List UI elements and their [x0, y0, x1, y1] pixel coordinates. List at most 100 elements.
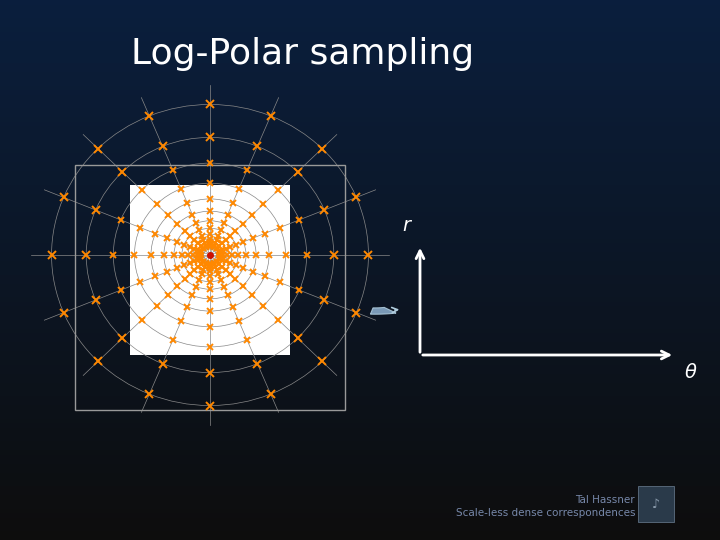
- Bar: [0, 390, 720, 396]
- Polygon shape: [371, 307, 396, 314]
- Bar: [0, 292, 720, 297]
- Bar: [0, 404, 720, 409]
- Bar: [0, 359, 720, 364]
- Bar: [130, 185, 290, 355]
- Bar: [0, 305, 720, 310]
- Bar: [0, 120, 720, 126]
- Bar: [0, 22, 720, 27]
- Bar: [0, 215, 720, 220]
- Bar: [0, 269, 720, 274]
- Bar: [0, 103, 720, 108]
- Bar: [0, 368, 720, 374]
- Bar: [0, 462, 720, 468]
- Bar: [0, 107, 720, 112]
- Bar: [0, 251, 720, 256]
- Bar: [0, 147, 720, 153]
- Bar: [0, 435, 720, 441]
- Bar: [0, 26, 720, 31]
- Bar: [0, 287, 720, 293]
- Bar: [0, 265, 720, 270]
- Bar: [0, 125, 720, 131]
- Bar: [0, 300, 720, 306]
- Bar: [0, 530, 720, 536]
- Bar: [0, 57, 720, 63]
- Bar: [75, 165, 345, 410]
- Bar: [0, 314, 720, 320]
- Bar: [0, 444, 720, 450]
- Bar: [0, 66, 720, 72]
- Bar: [0, 381, 720, 387]
- Bar: [0, 179, 720, 185]
- Bar: [0, 395, 720, 401]
- Bar: [0, 440, 720, 445]
- Bar: [0, 458, 720, 463]
- Bar: [0, 485, 720, 490]
- Bar: [0, 143, 720, 148]
- Bar: [0, 17, 720, 23]
- Bar: [0, 197, 720, 202]
- Bar: [0, 89, 720, 94]
- Text: Log-Polar sampling: Log-Polar sampling: [131, 37, 474, 71]
- Bar: [0, 30, 720, 36]
- Bar: [0, 332, 720, 338]
- Bar: [0, 512, 720, 517]
- Bar: [0, 165, 720, 171]
- Bar: [0, 489, 720, 495]
- Bar: [0, 238, 720, 243]
- Bar: [0, 413, 720, 418]
- Bar: [0, 386, 720, 391]
- Bar: [0, 282, 720, 288]
- Bar: [0, 228, 720, 234]
- Bar: [0, 467, 720, 472]
- Bar: [0, 273, 720, 279]
- Bar: [0, 157, 720, 162]
- Bar: [0, 170, 720, 176]
- Bar: [0, 152, 720, 158]
- Bar: [0, 233, 720, 239]
- Bar: [0, 188, 720, 193]
- Bar: [0, 255, 720, 261]
- Bar: [0, 373, 720, 378]
- Text: Tal Hassner: Tal Hassner: [575, 495, 635, 505]
- Text: r: r: [402, 216, 410, 235]
- Bar: [0, 130, 720, 135]
- Bar: [0, 116, 720, 122]
- Bar: [0, 184, 720, 189]
- Bar: [0, 481, 720, 486]
- Bar: [0, 417, 720, 423]
- Bar: [0, 246, 720, 252]
- Bar: [0, 242, 720, 247]
- Bar: [0, 431, 720, 436]
- Bar: [0, 327, 720, 333]
- Bar: [0, 494, 720, 500]
- Bar: [0, 201, 720, 207]
- Bar: [0, 476, 720, 482]
- Bar: [0, 323, 720, 328]
- Bar: [0, 211, 720, 216]
- Bar: [0, 260, 720, 266]
- Bar: [0, 219, 720, 225]
- Text: Scale-less dense correspondences: Scale-less dense correspondences: [456, 508, 635, 518]
- Bar: [0, 8, 720, 14]
- Bar: [0, 93, 720, 99]
- Bar: [0, 363, 720, 369]
- Bar: [0, 454, 720, 459]
- Bar: [0, 111, 720, 117]
- Bar: [0, 49, 720, 54]
- Bar: [0, 319, 720, 324]
- Bar: [0, 449, 720, 455]
- Bar: [0, 471, 720, 477]
- Bar: [0, 377, 720, 382]
- Bar: [0, 427, 720, 432]
- Bar: [0, 521, 720, 526]
- Bar: [0, 35, 720, 40]
- Bar: [0, 138, 720, 144]
- Bar: [0, 39, 720, 45]
- Bar: [0, 535, 720, 540]
- Text: θ: θ: [685, 363, 697, 382]
- Bar: [0, 62, 720, 68]
- Bar: [0, 516, 720, 522]
- Bar: [0, 192, 720, 198]
- Bar: [0, 71, 720, 77]
- Bar: [0, 296, 720, 301]
